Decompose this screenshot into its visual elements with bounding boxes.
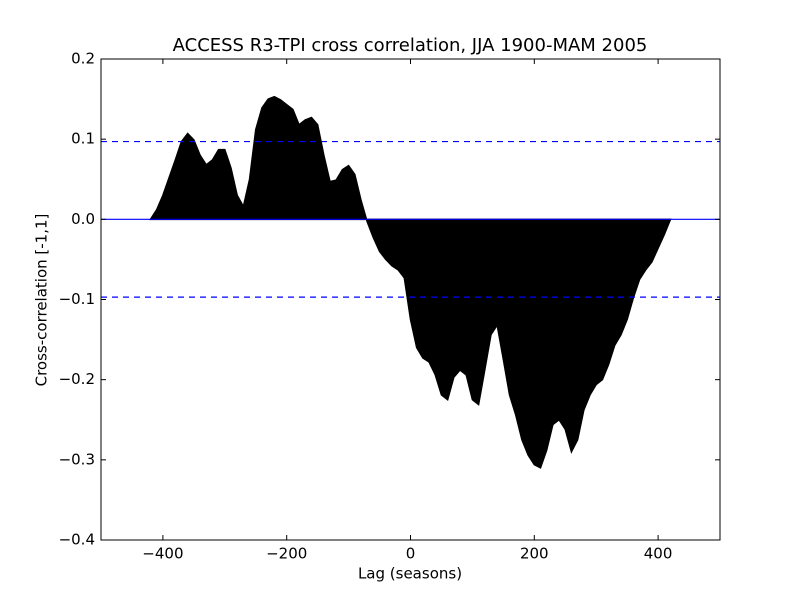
x-tick-label: 400 [644,545,673,563]
y-tick-label: 0.0 [71,210,95,228]
y-tick-label: −0.2 [59,370,95,388]
chart-title: ACCESS R3-TPI cross correlation, JJA 190… [173,35,648,56]
x-tick-label: −200 [266,545,307,563]
y-axis-label: Cross-correlation [-1,1] [33,214,51,387]
xcorr-area [149,95,672,469]
x-tick-label: 0 [406,545,416,563]
y-tick-label: −0.3 [59,450,95,468]
x-tick-label: −400 [142,545,183,563]
x-tick-label: 200 [520,545,549,563]
y-tick-label: −0.1 [59,290,95,308]
y-tick-label: 0.1 [71,130,95,148]
y-tick-label: 0.2 [71,50,95,68]
x-axis-label: Lag (seasons) [358,565,462,583]
y-tick-label: −0.4 [59,531,95,549]
